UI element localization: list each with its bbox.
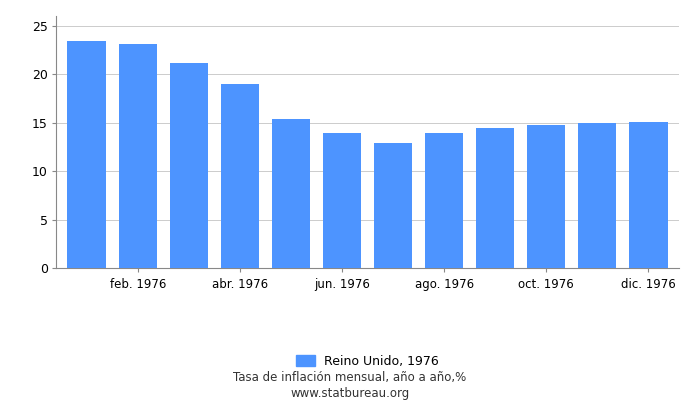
Bar xyxy=(118,44,157,268)
Bar xyxy=(272,119,310,268)
Bar xyxy=(169,62,208,268)
Bar xyxy=(527,124,566,268)
Bar xyxy=(476,128,514,268)
Bar xyxy=(323,133,361,268)
Legend: Reino Unido, 1976: Reino Unido, 1976 xyxy=(295,354,440,368)
Bar xyxy=(425,133,463,268)
Bar xyxy=(67,41,106,268)
Text: www.statbureau.org: www.statbureau.org xyxy=(290,388,410,400)
Bar xyxy=(220,84,259,268)
Bar xyxy=(578,123,617,268)
Bar xyxy=(374,143,412,268)
Text: Tasa de inflación mensual, año a año,%: Tasa de inflación mensual, año a año,% xyxy=(233,372,467,384)
Bar xyxy=(629,122,668,268)
